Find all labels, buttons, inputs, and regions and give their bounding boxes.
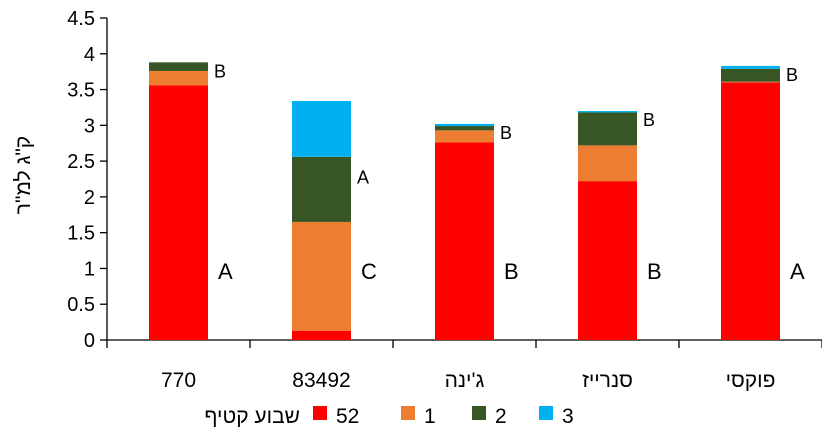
bar-segment xyxy=(149,85,208,340)
annotation-label: B xyxy=(214,61,226,81)
bar-segment xyxy=(578,112,637,146)
bar-segment xyxy=(578,145,637,182)
bar-segment xyxy=(435,142,494,340)
bar-segment xyxy=(292,156,351,222)
bar-segment xyxy=(292,101,351,157)
bar-segment xyxy=(292,330,351,340)
x-tick-label: סנרייז xyxy=(582,369,633,392)
legend-entry: 2 xyxy=(495,405,507,428)
bar-segment xyxy=(435,126,494,131)
annotation-label: B xyxy=(504,259,519,284)
annotation-label: B xyxy=(647,259,662,284)
y-tick-label: 4 xyxy=(84,44,95,66)
y-tick-label: 0.5 xyxy=(67,294,95,316)
annotations: A C B B A B A B B B xyxy=(214,61,805,284)
x-tick-label: 770 xyxy=(161,369,196,392)
legend: שבוע קטיף 52 1 2 3 xyxy=(204,405,573,428)
bar-segment xyxy=(721,65,780,69)
bar-segment xyxy=(721,68,780,82)
y-tick-label: 3 xyxy=(84,115,95,137)
bar-segment xyxy=(721,82,780,341)
bar-segment xyxy=(435,123,494,127)
x-tick-label: 83492 xyxy=(292,369,350,392)
bar-segment xyxy=(149,62,208,71)
bars xyxy=(149,62,780,341)
legend-entry: 3 xyxy=(562,405,574,428)
y-axis-label: ק"ג למ"ר xyxy=(12,136,35,214)
y-tick-label: 2.5 xyxy=(67,151,95,173)
annotation-label: C xyxy=(361,259,377,284)
y-tick-label: 1 xyxy=(84,258,95,280)
y-tick-label: 0 xyxy=(84,330,95,352)
legend-title: שבוע קטיף xyxy=(204,405,300,428)
legend-swatch xyxy=(539,406,553,420)
y-tick-label: 4.5 xyxy=(67,8,95,30)
y-tick-label: 3.5 xyxy=(67,80,95,102)
annotation-label: A xyxy=(357,167,369,187)
y-tick-label: 1.5 xyxy=(67,223,95,245)
annotation-label: B xyxy=(643,110,655,130)
bar-segment xyxy=(435,130,494,143)
x-tick-label: פוקסי xyxy=(726,369,776,392)
legend-entry: 1 xyxy=(424,405,436,428)
annotation-label: B xyxy=(786,65,798,85)
y-tick-label: 2 xyxy=(84,187,95,209)
legend-swatch xyxy=(472,406,486,420)
annotation-label: A xyxy=(790,259,805,284)
legend-swatch xyxy=(313,406,327,420)
annotation-label: A xyxy=(218,259,233,284)
x-axis: 770 83492 ג'ינה סנרייז פוקסי xyxy=(106,339,822,392)
bar-segment xyxy=(578,181,637,340)
bar-segment xyxy=(578,111,637,113)
bar-segment xyxy=(149,70,208,86)
x-tick-label: ג'ינה xyxy=(445,369,485,392)
y-axis: 0 0.5 1 1.5 2 2.5 3 3.5 4 4.5 xyxy=(67,8,108,352)
annotation-label: B xyxy=(500,123,512,143)
legend-entry: 52 xyxy=(336,405,359,428)
legend-swatch xyxy=(401,406,415,420)
bar-segment xyxy=(721,81,780,83)
bar-segment xyxy=(292,221,351,331)
